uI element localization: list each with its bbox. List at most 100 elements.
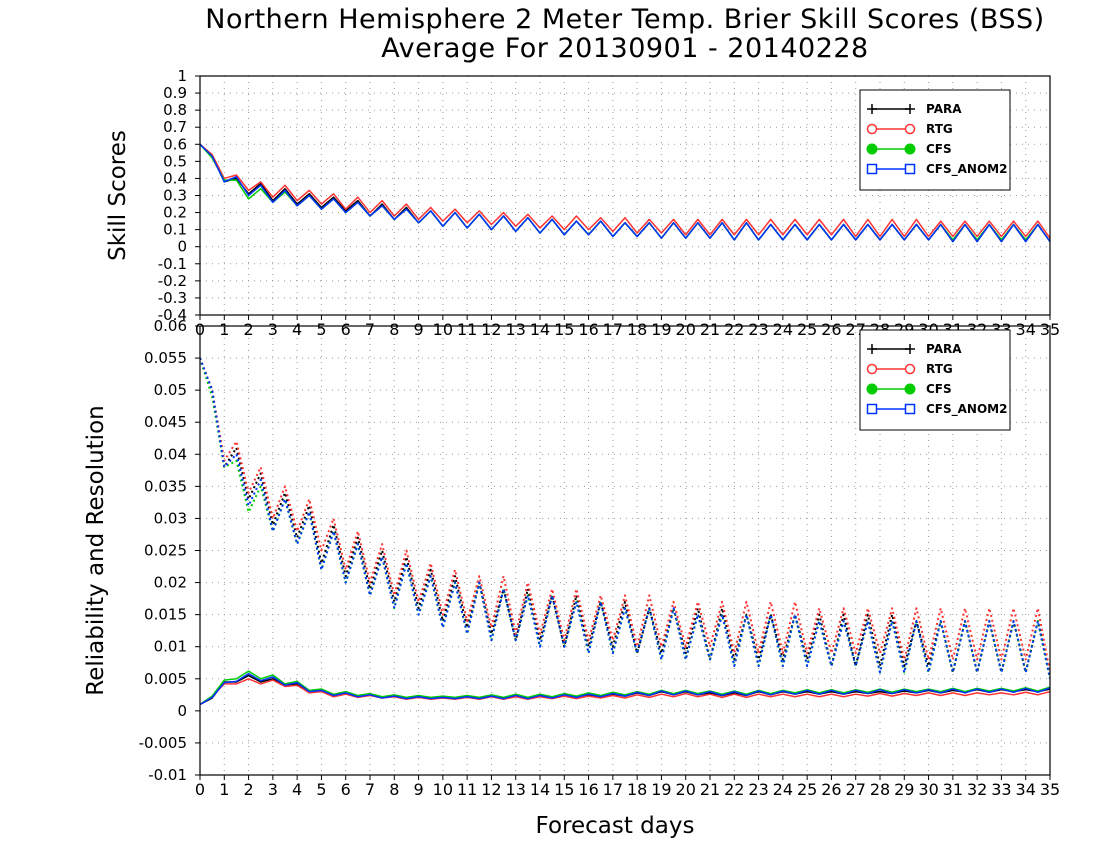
y-tick-label: 0	[177, 702, 187, 720]
x-tick-label: 13	[506, 780, 526, 799]
plot-frame	[199, 325, 1051, 776]
legend-marker-dot	[866, 383, 878, 395]
y-tick-label: 0	[177, 238, 187, 256]
x-axis: 0 1 2 3 4 5 6 7 8 9 10 11 12 13 14 15 16 17 18 19 20 21 22 23 24…	[195, 775, 1060, 799]
x-tick-label: 20	[676, 320, 696, 339]
x-tick-label: 25	[797, 780, 817, 799]
x-tick-label: 27	[846, 780, 866, 799]
x-tick-label: 15	[554, 320, 574, 339]
x-tick-label: 1	[219, 320, 229, 339]
y-tick-label: 0.3	[163, 187, 187, 205]
y-tick-label: 0.005	[144, 670, 187, 688]
x-tick-label: 14	[530, 320, 550, 339]
legend: PARA RTG CFS CFS_ANOM2	[859, 89, 1011, 191]
x-tick-label: 7	[365, 320, 375, 339]
legend-label: PARA	[926, 342, 962, 356]
legend-label: PARA	[926, 102, 962, 116]
x-tick-label: 2	[243, 320, 253, 339]
x-tick-label: 15	[554, 780, 574, 799]
x-tick-label: 34	[1016, 320, 1036, 339]
y-tick-label: 0.035	[144, 477, 187, 495]
x-tick-label: 6	[341, 320, 351, 339]
legend-marker-square	[866, 163, 878, 175]
x-tick-label: 12	[481, 780, 501, 799]
x-tick-label: 16	[578, 780, 598, 799]
y-tick-label: 0.5	[163, 152, 187, 170]
y-tick-label: 0.1	[163, 221, 187, 239]
x-tick-label: 1	[219, 780, 229, 799]
y-tick-label: 0.01	[154, 638, 187, 656]
x-tick-label: 21	[700, 780, 720, 799]
x-tick-label: 5	[316, 780, 326, 799]
chart-title: Northern Hemisphere 2 Meter Temp. Brier …	[205, 4, 1045, 35]
x-tick-label: 17	[603, 780, 623, 799]
x-tick-label: 24	[773, 780, 793, 799]
x-tick-label: 2	[243, 780, 253, 799]
x-tick-label: 30	[918, 780, 938, 799]
y-tick-label: -0.2	[158, 272, 187, 290]
x-tick-label: 19	[651, 780, 671, 799]
legend-marker-square	[866, 403, 878, 415]
x-tick-label: 5	[316, 320, 326, 339]
legend-label: CFS	[926, 382, 952, 396]
y-tick-label: 0.045	[144, 413, 187, 431]
series-line-rtg	[200, 143, 1050, 239]
x-tick-label: 26	[821, 780, 841, 799]
y-tick-label: 0.03	[154, 509, 187, 527]
series-group	[200, 143, 1050, 243]
series-line-cfs_anom2	[200, 143, 1050, 243]
x-tick-label: 8	[389, 780, 399, 799]
x-tick-label: 9	[413, 320, 423, 339]
legend-label: CFS_ANOM2	[926, 402, 1007, 417]
x-tick-label: 9	[413, 780, 423, 799]
legend-marker-circle	[904, 123, 916, 135]
x-tick-label: 28	[870, 780, 890, 799]
y-tick-label: -0.1	[158, 255, 187, 273]
legend-marker-dot	[904, 383, 916, 395]
legend-label: RTG	[926, 122, 953, 136]
y-tick-label: -0.4	[158, 306, 187, 324]
reliability-series-group	[200, 670, 1050, 706]
y-tick-label: 0.05	[154, 381, 187, 399]
y-tick-label: 0.015	[144, 606, 187, 624]
series-line-cfs	[200, 670, 1050, 706]
y-tick-label: -0.005	[139, 734, 187, 752]
x-tick-label: 35	[1040, 780, 1060, 799]
x-tick-label: 11	[457, 780, 477, 799]
y-axis-label: Skill Scores	[105, 130, 131, 261]
x-tick-label: 4	[292, 780, 302, 799]
x-tick-label: 10	[433, 320, 453, 339]
x-tick-label: 23	[748, 320, 768, 339]
chart-subtitle: Average For 20130901 - 20140228	[381, 33, 869, 64]
x-tick-label: 20	[676, 780, 696, 799]
y-tick-label: -0.01	[148, 766, 187, 784]
skill-score-panel: -0.4-0.3-0.2-0.100.10.20.30.40.50.60.70.…	[105, 67, 1060, 339]
x-tick-label: 7	[365, 780, 375, 799]
legend-box	[859, 89, 1011, 191]
x-tick-label: 29	[894, 780, 914, 799]
y-tick-label: 0.8	[163, 101, 187, 119]
y-axis: -0.4-0.3-0.2-0.100.10.20.30.40.50.60.70.…	[158, 67, 200, 324]
legend-box	[859, 329, 1011, 431]
y-tick-label: -0.3	[158, 289, 187, 307]
legend-marker-square	[904, 163, 916, 175]
y-axis-label: Reliability and Resolution	[83, 405, 109, 695]
reliability-resolution-panel: -0.01 -0.005 0 0.005 0.01 0.015 0.02 0.025 0.03 0…	[83, 317, 1060, 839]
y-tick-label: 0.9	[163, 84, 187, 102]
x-tick-label: 22	[724, 320, 744, 339]
x-tick-label: 12	[481, 320, 501, 339]
y-axis: -0.01 -0.005 0 0.005 0.01 0.015 0.02 0.025 0.03 0…	[139, 317, 200, 784]
x-axis-label: Forecast days	[536, 813, 695, 839]
y-tick-label: 0.025	[144, 542, 187, 560]
y-tick-label: 0.06	[154, 317, 187, 335]
legend-marker-circle	[904, 363, 916, 375]
legend-label: RTG	[926, 362, 953, 376]
y-tick-label: 0.7	[163, 118, 187, 136]
x-tick-label: 26	[821, 320, 841, 339]
x-tick-label: 18	[627, 780, 647, 799]
y-tick-label: 0.055	[144, 349, 187, 367]
legend-label: CFS_ANOM2	[926, 162, 1007, 177]
x-tick-label: 11	[457, 320, 477, 339]
